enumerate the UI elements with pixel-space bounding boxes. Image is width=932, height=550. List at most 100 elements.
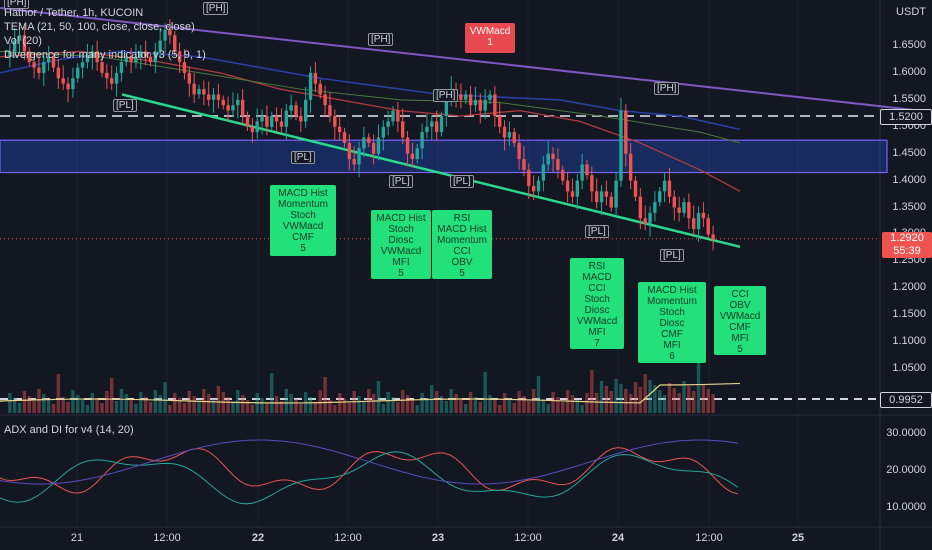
volume-bar <box>66 402 70 413</box>
candle-body <box>653 202 657 213</box>
candle-body <box>37 67 41 73</box>
volume-bar <box>580 405 584 413</box>
volume-bar <box>556 397 560 413</box>
volume-bar <box>80 400 85 413</box>
currency-label[interactable]: USDT <box>896 6 926 18</box>
candle-body <box>245 115 250 127</box>
candle-body <box>604 191 609 197</box>
divergence-box-line: RSI <box>588 261 606 272</box>
volume-bar <box>599 381 604 413</box>
last-price-tag: 1.2920 55:39 <box>882 232 932 258</box>
candle-body <box>313 72 318 84</box>
volume-bar <box>551 392 555 413</box>
time-axis-label: 25 <box>791 532 805 544</box>
candle-body <box>512 132 516 143</box>
candle-body <box>658 191 662 203</box>
volume-bar <box>405 395 410 413</box>
candle-body <box>692 218 696 230</box>
volume-bar <box>17 403 22 413</box>
volume-bar <box>498 405 502 413</box>
divergence-box-line: MACD Hist <box>376 213 426 224</box>
adx-legend[interactable]: ADX and DI for v4 (14, 20) <box>4 424 134 436</box>
candle-body <box>197 89 201 95</box>
candle-body <box>216 94 221 100</box>
candle-body <box>367 137 371 143</box>
candle-body <box>507 132 512 138</box>
volume-bar <box>177 398 182 413</box>
divergence-box-line: CCI <box>731 289 749 300</box>
candle-body <box>71 78 75 90</box>
candle-body <box>279 121 284 127</box>
divergence-box-line: MACD Hist <box>647 285 697 296</box>
candle-body <box>66 83 70 90</box>
divergence-box-line: Momentum <box>277 199 328 210</box>
divergence-box-line: CCI <box>453 246 471 257</box>
volume-bar <box>386 392 390 413</box>
candle-body <box>711 234 715 240</box>
volume-bar <box>410 400 415 413</box>
divergence-box-line: MACD Hist <box>278 188 328 199</box>
time-axis-label: 12:00 <box>695 532 723 544</box>
volume-bar <box>299 404 303 413</box>
volume-bar <box>270 373 274 413</box>
candle-body <box>76 67 80 79</box>
resistance-trendline <box>0 7 932 113</box>
volume-bar <box>143 397 148 413</box>
candle-body <box>483 99 487 111</box>
volume-bar <box>628 394 633 413</box>
volume-bar <box>687 386 691 413</box>
candle-body <box>687 202 691 219</box>
candle-body <box>110 78 114 84</box>
divergence-box-line: RSI <box>453 213 471 224</box>
last-price-value: 1.2920 <box>890 232 924 244</box>
volume-bar <box>531 389 536 413</box>
candle-body <box>498 115 502 127</box>
candle-body <box>396 110 400 122</box>
candle-body <box>119 62 124 73</box>
volume-bar <box>575 400 579 413</box>
candle-body <box>124 56 128 63</box>
candle-body <box>168 29 172 36</box>
volume-bar <box>187 391 191 413</box>
candle-body <box>80 62 85 68</box>
volume-bar <box>638 387 643 413</box>
symbol-legend[interactable]: Hathor / Tether, 1h, KUCOIN <box>4 7 144 19</box>
divergence-box-line: CMF <box>729 322 751 333</box>
volume-bar <box>376 381 381 413</box>
candle-body <box>105 72 109 79</box>
volume-bar <box>536 376 541 413</box>
tema-legend[interactable]: TEMA (21, 50, 100, close, close, close) <box>4 21 195 33</box>
candle-body <box>401 121 405 138</box>
candle-body <box>139 51 143 57</box>
candle-body <box>143 51 148 57</box>
divergence-box: MACD Hist Stoch Diosc VWMacd MFI 5 <box>371 210 431 279</box>
candle-body <box>211 94 216 100</box>
candle-body <box>304 99 308 122</box>
volume-bar <box>614 379 618 413</box>
divergence-legend[interactable]: Divergence for many indicator v3 (5, 9, … <box>4 49 206 61</box>
vol-legend[interactable]: Vol (20) <box>4 35 42 47</box>
candle-body <box>614 180 618 208</box>
candle-body <box>362 137 366 149</box>
candle-body <box>701 212 706 219</box>
volume-bar <box>216 386 221 413</box>
candle-body <box>638 196 643 219</box>
volume-bar <box>13 398 17 413</box>
price-axis-label: 1.4000 <box>892 173 926 186</box>
volume-ma-line <box>0 382 741 404</box>
candle-body <box>333 115 337 127</box>
candle-body <box>706 218 710 235</box>
candle-body <box>255 121 259 133</box>
volume-bar <box>672 388 676 413</box>
volume-bar <box>294 399 298 413</box>
candle-body <box>609 196 613 208</box>
volume-bar <box>692 391 696 413</box>
time-axis-label: 21 <box>70 532 84 544</box>
volume-bar <box>570 395 575 413</box>
price-axis-label: 1.1500 <box>892 308 926 321</box>
volume-bar <box>473 397 478 413</box>
volume-bar <box>308 397 313 413</box>
volume-bar <box>231 402 235 413</box>
bar-countdown: 55:39 <box>893 245 921 257</box>
